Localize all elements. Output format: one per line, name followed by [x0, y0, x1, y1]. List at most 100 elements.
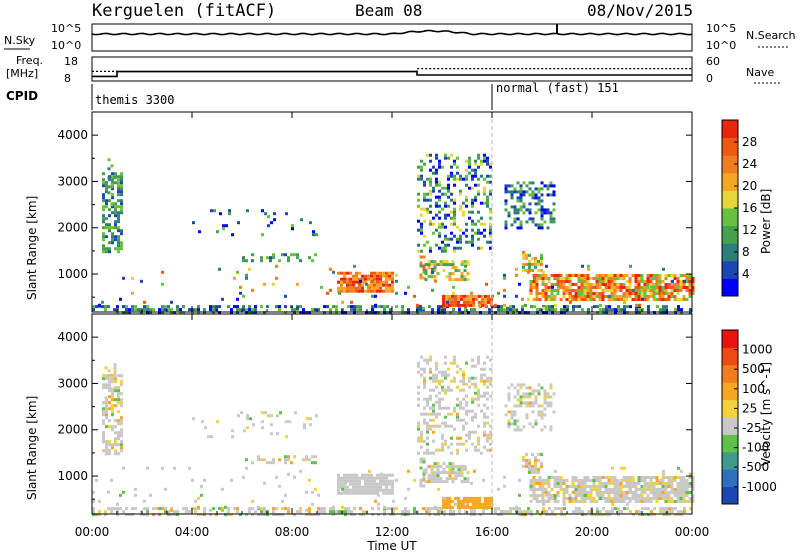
heatmap-cell [652, 283, 656, 286]
heatmap-cell [102, 220, 105, 224]
heatmap-cell [459, 246, 462, 250]
heatmap-cell [434, 505, 437, 509]
heatmap-cell [673, 289, 677, 292]
heatmap-cell [442, 462, 446, 466]
heatmap-cell [644, 507, 647, 511]
heatmap-cell [426, 210, 429, 214]
heatmap-cell [441, 379, 444, 383]
heatmap-cell [425, 510, 428, 514]
heatmap-cell [674, 308, 677, 312]
heatmap-cell [474, 231, 477, 235]
heatmap-cell [471, 177, 474, 181]
heatmap-cell [643, 491, 647, 494]
heatmap-cell [201, 420, 204, 424]
heatmap-cell [451, 477, 455, 481]
heatmap-cell [477, 210, 480, 214]
heatmap-cell [219, 212, 222, 216]
heatmap-cell [385, 485, 388, 489]
heatmap-cell [120, 208, 123, 212]
heatmap-cell [549, 193, 553, 197]
heatmap-cell [120, 232, 123, 236]
heatmap-cell [361, 286, 364, 290]
heatmap-cell [456, 237, 459, 241]
heatmap-cell [673, 488, 677, 491]
heatmap-cell [222, 227, 225, 231]
heatmap-cell [583, 497, 587, 500]
heatmap-cell [246, 414, 249, 418]
heatmap-cell [383, 305, 386, 309]
heatmap-cell [111, 425, 114, 429]
heatmap-cell [376, 482, 379, 486]
heatmap-cell [486, 385, 489, 389]
heatmap-cell [534, 187, 538, 191]
heatmap-cell [483, 186, 486, 190]
heatmap-cell [595, 274, 599, 277]
heatmap-cell [543, 184, 547, 188]
heatmap-cell [572, 490, 575, 494]
colorbar-swatch [722, 417, 738, 435]
heatmap-cell [102, 217, 105, 221]
heatmap-cell [281, 507, 284, 511]
heatmap-cell [341, 487, 344, 491]
heatmap-cell [465, 394, 468, 398]
heatmap-cell [662, 469, 665, 473]
heatmap-cell [565, 491, 569, 494]
heatmap-cell [481, 502, 484, 506]
heatmap-cell [471, 358, 474, 362]
heatmap-cell [413, 478, 416, 482]
heatmap-cell [574, 476, 578, 479]
heatmap-cell [173, 510, 176, 514]
heatmap-cell [556, 476, 560, 479]
heatmap-cell [507, 422, 511, 426]
y-tick-label: 2000 [57, 221, 88, 235]
heatmap-cell [667, 274, 671, 277]
heatmap-cell [419, 308, 422, 312]
heatmap-cell [391, 286, 394, 290]
heatmap-cell [423, 219, 426, 223]
heatmap-cell [233, 276, 236, 280]
heatmap-cell [516, 392, 520, 396]
nave-series-line [92, 68, 692, 72]
heatmap-cell [471, 415, 474, 419]
heatmap-cell [424, 263, 428, 267]
heatmap-cell [417, 424, 420, 428]
heatmap-cell [466, 505, 469, 509]
heatmap-cell [296, 282, 299, 286]
heatmap-cell [413, 294, 416, 298]
heatmap-cell [245, 308, 248, 312]
heatmap-cell [429, 412, 432, 416]
heatmap-cell [604, 485, 608, 488]
heatmap-cell [504, 202, 508, 206]
heatmap-cell [649, 295, 653, 298]
heatmap-cell [664, 292, 668, 295]
heatmap-cell [655, 488, 659, 491]
heatmap-cell [665, 297, 668, 301]
heatmap-cell [598, 482, 602, 485]
heatmap-cell [548, 305, 551, 309]
heatmap-cell [404, 496, 407, 500]
heatmap-cell [518, 493, 521, 497]
heatmap-cell [537, 410, 541, 414]
heatmap-cell [634, 497, 638, 500]
heatmap-cell [481, 505, 484, 509]
heatmap-cell [272, 513, 275, 517]
heatmap-cell [432, 388, 435, 392]
heatmap-cell [146, 510, 149, 514]
heatmap-cell [111, 392, 114, 396]
heatmap-cell [284, 253, 287, 257]
heatmap-cell [437, 510, 440, 514]
heatmap-cell [682, 274, 686, 277]
heatmap-cell [459, 436, 462, 440]
heatmap-cell [117, 205, 120, 209]
heatmap-cell [454, 474, 458, 478]
heatmap-cell [468, 409, 471, 413]
heatmap-cell [191, 311, 194, 315]
heatmap-cell [299, 510, 302, 514]
heatmap-cell [429, 183, 432, 187]
heatmap-cell [404, 510, 407, 514]
heatmap-cell [646, 274, 650, 277]
heatmap-cell [677, 513, 680, 517]
heatmap-cell [483, 433, 486, 437]
heatmap-cell [679, 485, 683, 488]
heatmap-cell [108, 247, 111, 251]
